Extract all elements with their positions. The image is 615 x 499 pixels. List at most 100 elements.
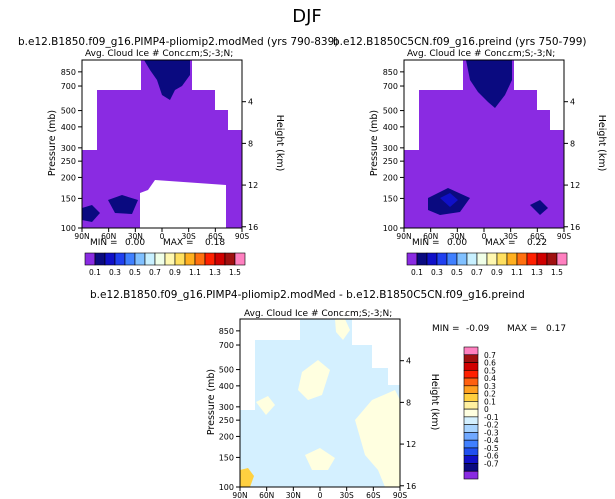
- panel-3-field-pos-a: [298, 360, 330, 400]
- colorbar-swatch: [184, 252, 196, 266]
- panel-2-units: cm;S;-3;N;: [508, 49, 555, 59]
- ytick-label: 300: [61, 144, 76, 153]
- ytick-label: 700: [383, 82, 398, 91]
- xtick-label: 60N: [259, 491, 274, 499]
- colorbar-label: 1.1: [189, 268, 201, 277]
- colorbar-swatch: [556, 252, 568, 266]
- ytick-label: 850: [61, 68, 76, 77]
- colorbar-label: 0.7: [484, 351, 496, 360]
- colorbar-label: 0.3: [431, 268, 443, 277]
- y2tick-label: 12: [406, 440, 416, 449]
- panel-1-min-value: 0.00: [125, 238, 145, 248]
- colorbar-swatch: [463, 346, 479, 356]
- xtick-label: 90N: [74, 232, 89, 241]
- panel-3-yticks: 100 150 200 250 300 400 500 700 850: [219, 327, 240, 492]
- xtick-label: 60S: [208, 232, 223, 241]
- ytick-label: 400: [383, 123, 398, 132]
- xtick-label: 60S: [530, 232, 545, 241]
- colorbar-swatch: [463, 455, 479, 464]
- colorbar-swatch: [506, 252, 518, 266]
- colorbar-swatch: [463, 439, 479, 449]
- xtick-label: 90N: [232, 491, 247, 499]
- colorbar-swatch: [476, 252, 488, 266]
- ytick-label: 300: [383, 144, 398, 153]
- colorbar-label: 0.5: [129, 268, 141, 277]
- colorbar-swatch: [463, 385, 479, 394]
- colorbar-swatch: [224, 252, 236, 266]
- colorbar-swatch: [426, 252, 438, 266]
- colorbar-swatch: [463, 393, 479, 402]
- colorbar-label: -0.7: [484, 459, 499, 468]
- xtick-label: 30N: [286, 491, 301, 499]
- ytick-label: 100: [383, 224, 398, 233]
- colorbar-swatch: [456, 252, 468, 266]
- xtick-label: 30N: [128, 232, 143, 241]
- panel-1-field-low: [82, 60, 242, 228]
- ytick-label: 250: [61, 157, 76, 166]
- colorbar-swatch: [463, 408, 479, 418]
- ytick-label: 400: [61, 123, 76, 132]
- panel-3-xticks: 90N 60N 30N 0 30S 60S 90S: [232, 487, 407, 499]
- panel-3-title: b.e12.B1850.f09_g16.PIMP4-pliomip2.modMe…: [90, 289, 525, 301]
- colorbar-swatch: [194, 252, 206, 266]
- panel-2-min-value: 0.00: [447, 238, 467, 248]
- panel-3-y2label: Height (km): [429, 374, 440, 431]
- ytick-label: 500: [219, 366, 234, 375]
- panel-3-field-warm: [240, 468, 254, 487]
- colorbar-label: 0: [484, 405, 489, 414]
- colorbar-label: -0.2: [484, 421, 499, 430]
- colorbar-label: 1.3: [209, 268, 221, 277]
- panel-1-xticks: 90N 60N 30N 0 30S 60S 90S: [74, 228, 249, 241]
- y2tick-label: 4: [570, 98, 575, 107]
- panel-2-ylabel: Pressure (mb): [369, 110, 380, 176]
- xtick-label: 30S: [340, 491, 355, 499]
- panel-1-y2ticks: 16 12 8 4: [242, 98, 258, 232]
- colorbar-swatch: [463, 463, 479, 472]
- panel-3-field-pos-b: [335, 319, 350, 340]
- y2tick-label: 16: [406, 482, 416, 491]
- colorbar-swatch: [463, 401, 479, 410]
- xtick-label: 60S: [366, 491, 381, 499]
- panel-2-field-spot-b: [530, 200, 548, 215]
- panel-2-max-value: 0.22: [527, 238, 547, 248]
- xtick-label: 0: [160, 232, 165, 241]
- panel-2: b.e12.B1850C5CN.f09_g16.preind (yrs 750-…: [333, 36, 607, 277]
- colorbar-label: 1.3: [531, 268, 543, 277]
- panel-2-min-label: MIN =: [412, 238, 440, 248]
- colorbar-swatch: [114, 252, 126, 266]
- colorbar-label: 0.4: [484, 374, 496, 383]
- panel-1: b.e12.B1850.f09_g16.PIMP4-pliomip2.modMe…: [18, 36, 338, 277]
- panel-3-units: cm;S;-3;N;: [345, 309, 392, 319]
- colorbar-label: 0.1: [411, 268, 423, 277]
- colorbar-label: -0.4: [484, 436, 499, 445]
- colorbar-label: 0.5: [451, 268, 463, 277]
- colorbar-swatch: [463, 470, 479, 480]
- panel-2-yticks: 100 150 200 250 300 400 500 700 850: [383, 68, 404, 233]
- ytick-label: 100: [61, 224, 76, 233]
- colorbar-label: 0.5: [484, 366, 496, 375]
- y2tick-label: 8: [570, 139, 575, 148]
- ytick-label: 200: [219, 432, 234, 441]
- xtick-label: 90N: [396, 232, 411, 241]
- colorbar-swatch: [463, 416, 479, 425]
- panel-2-y2label: Height (km): [596, 115, 607, 172]
- panel-3-colorbar: 0.70.60.50.40.30.20.10-0.1-0.2-0.3-0.4-0…: [463, 346, 499, 480]
- xtick-label: 90S: [393, 491, 408, 499]
- ytick-label: 400: [219, 382, 234, 391]
- ytick-label: 700: [61, 82, 76, 91]
- xtick-label: 60N: [101, 232, 116, 241]
- panel-1-field-high: [144, 60, 190, 100]
- panel-2-colorbar: 0.1 0.3 0.5 0.7 0.9 1.1 1.3 1.5: [406, 252, 568, 277]
- panel-2-xticks: 90N 60N 30N 0 30S 60S 90S: [396, 228, 571, 241]
- ytick-label: 850: [383, 68, 398, 77]
- ytick-label: 250: [383, 157, 398, 166]
- panel-1-subtitle: Avg. Cloud Ice # Conc.: [85, 49, 188, 59]
- colorbar-swatch: [144, 252, 156, 266]
- colorbar-swatch: [463, 377, 479, 387]
- colorbar-swatch: [463, 362, 479, 371]
- y2tick-label: 8: [248, 139, 253, 148]
- colorbar-swatch: [134, 252, 146, 266]
- panel-1-max-label: MAX =: [163, 238, 194, 248]
- panel-1-colorbar: 0.1 0.3 0.5 0.7 0.9 1.1 1.3 1.5: [84, 252, 246, 277]
- colorbar-swatch: [436, 252, 448, 266]
